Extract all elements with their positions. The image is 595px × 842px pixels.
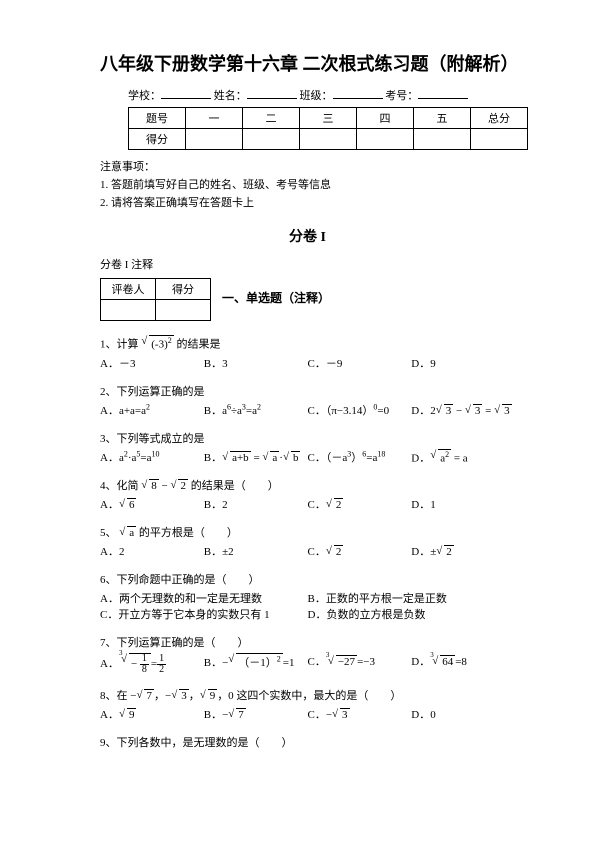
question-6: 6、下列命题中正确的是（ ）	[100, 571, 515, 587]
notice-title: 注意事项：	[100, 158, 515, 174]
question-1: 1、计算 (-3)2 的结果是	[100, 335, 515, 352]
question-4: 4、化简 8 − 2 的结果是（ ）	[100, 477, 515, 493]
page-title: 八年级下册数学第十六章 二次根式练习题（附解析）	[100, 50, 515, 76]
options: A．9 B．−7 C．−3 D．0	[100, 706, 515, 722]
math-sqrt: (-3)2	[141, 335, 174, 351]
class-blank	[333, 86, 383, 99]
notice-line: 2. 请将答案正确填写在答题卡上	[100, 194, 515, 210]
question-5: 5、 a 的平方根是（ ）	[100, 524, 515, 540]
student-info-line: 学校： 姓名： 班级： 考号：	[128, 86, 515, 103]
options: A．2 B．±2 C．2 D．±2	[100, 543, 515, 559]
options: A．a+a=a2 B．a6÷a3=a2 C．（π−3.14）0=0 D．23 −…	[100, 402, 515, 418]
class-label: 班级：	[300, 90, 333, 102]
name-blank	[247, 86, 297, 99]
section1-title: 一、单选题（注释）	[222, 291, 330, 305]
question-8: 8、在 −7，−3，9，0 这四个实数中，最大的是（ ）	[100, 687, 515, 703]
options: A．− 18=12 B．−（－1）2=1 C．−27=−3 D．64=8	[100, 653, 515, 675]
question-2: 2、下列运算正确的是	[100, 383, 515, 399]
question-7: 7、下列运算正确的是（ ）	[100, 634, 515, 650]
notice-line: 1. 答题前填写好自己的姓名、班级、考号等信息	[100, 176, 515, 192]
part-title: 分卷 I	[100, 226, 515, 246]
question-9: 9、下列各数中，是无理数的是（ ）	[100, 734, 515, 750]
table-row: 得分	[129, 129, 528, 150]
options: A．两个无理数的和一定是无理数 B．正数的平方根一定是正数 C．开立方等于它本身…	[100, 590, 515, 622]
options: A．－3 B．3 C．－9 D．9	[100, 355, 515, 371]
row-label: 得分	[129, 129, 186, 150]
row-label: 题号	[129, 108, 186, 129]
question-3: 3、下列等式成立的是	[100, 430, 515, 446]
table-row: 题号 一 二 三 四 五 总分	[129, 108, 528, 129]
name-label: 姓名：	[214, 90, 247, 102]
exam-page: 八年级下册数学第十六章 二次根式练习题（附解析） 学校： 姓名： 班级： 考号：…	[0, 0, 595, 842]
school-label: 学校：	[128, 90, 161, 102]
options: A．6 B．2 C．2 D．1	[100, 496, 515, 512]
school-blank	[161, 86, 211, 99]
part-note: 分卷 I 注释	[100, 256, 515, 272]
examno-blank	[418, 86, 468, 99]
examno-label: 考号：	[385, 90, 418, 102]
options: A．a2·a5=a10 B．a+b = a·b C．（－a3）6=a18 D．a…	[100, 449, 515, 466]
mark-table: 评卷人得分	[100, 278, 211, 321]
section-header-row: 评卷人得分 一、单选题（注释）	[100, 278, 515, 321]
score-table: 题号 一 二 三 四 五 总分 得分	[128, 107, 528, 150]
